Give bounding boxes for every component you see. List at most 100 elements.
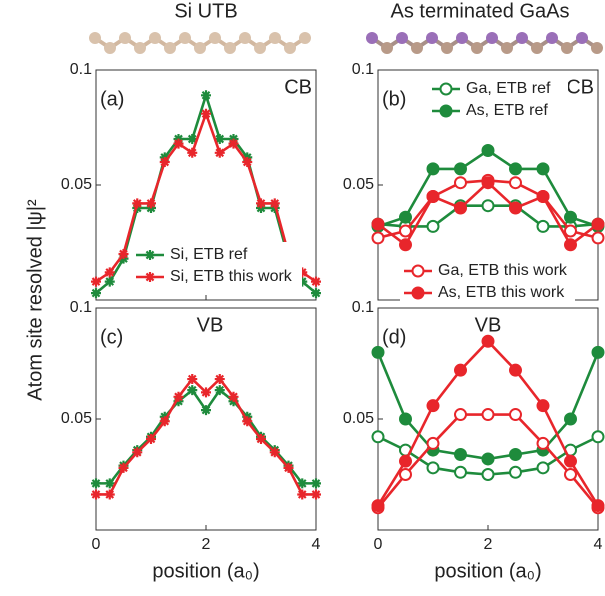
marker — [509, 363, 522, 377]
marker — [104, 489, 115, 500]
y-tick-label: 0.05 — [61, 410, 92, 427]
plot-frame — [95, 307, 317, 531]
si-chain-illustration — [89, 32, 311, 54]
marker — [214, 147, 225, 158]
x-axis-label: position (a₀) — [434, 560, 541, 582]
x-tick-label: 2 — [202, 536, 211, 553]
marker — [564, 454, 577, 468]
panel-annotation: VB — [197, 314, 224, 336]
legend-label: Si, ETB this work — [170, 268, 293, 285]
panel-annotation: VB — [475, 314, 502, 336]
panel-annotation: (d) — [382, 326, 406, 348]
marker — [145, 250, 155, 260]
y-tick-label: 0.05 — [61, 176, 92, 193]
marker — [536, 162, 550, 176]
marker — [481, 176, 495, 190]
marker — [509, 465, 522, 479]
marker — [256, 198, 266, 209]
marker — [214, 374, 225, 385]
marker — [256, 433, 266, 444]
marker — [146, 433, 156, 444]
marker — [201, 405, 211, 416]
marker — [132, 447, 143, 458]
panel-annotation: (a) — [100, 88, 124, 110]
marker — [564, 412, 577, 426]
marker — [159, 416, 170, 427]
marker — [91, 489, 101, 500]
y-tick-label: 0.1 — [70, 299, 92, 316]
marker — [242, 416, 253, 427]
marker — [399, 224, 412, 238]
marker — [481, 408, 495, 422]
column-title: As terminated GaAs — [391, 0, 570, 22]
marker — [481, 468, 495, 481]
marker — [371, 430, 385, 444]
marker — [426, 399, 440, 413]
marker — [145, 272, 155, 282]
marker — [91, 478, 101, 489]
marker — [509, 448, 522, 462]
marker — [536, 461, 550, 475]
marker — [91, 276, 101, 287]
marker — [564, 468, 577, 481]
marker — [201, 108, 211, 119]
panel-annotation: CB — [566, 76, 594, 98]
marker — [104, 276, 115, 287]
marker — [187, 374, 198, 385]
marker — [509, 176, 522, 190]
marker — [481, 144, 495, 157]
marker — [242, 157, 253, 167]
marker — [536, 219, 550, 233]
marker — [228, 138, 239, 149]
panel-annotation: (c) — [100, 326, 123, 348]
marker — [481, 334, 495, 348]
legend-label: As, ETB ref — [466, 102, 548, 119]
marker — [269, 198, 280, 209]
marker — [132, 198, 143, 209]
marker — [297, 267, 308, 278]
marker — [228, 391, 239, 402]
series-line — [96, 388, 316, 485]
legend-box — [132, 242, 302, 290]
marker — [118, 462, 129, 473]
marker — [454, 162, 467, 176]
marker — [591, 499, 605, 513]
panel-annotation: (b) — [382, 88, 406, 110]
legend-box — [400, 258, 575, 306]
marker — [536, 399, 550, 413]
marker — [454, 201, 467, 215]
marker — [454, 465, 467, 479]
marker — [426, 436, 440, 450]
x-tick-label: 4 — [594, 536, 603, 553]
marker — [591, 217, 605, 231]
x-tick-label: 0 — [374, 536, 383, 553]
y-tick-label: 0.1 — [352, 299, 374, 316]
marker — [201, 387, 211, 398]
marker — [371, 345, 385, 359]
marker — [509, 201, 522, 215]
marker — [454, 408, 467, 422]
marker — [426, 190, 440, 203]
marker — [399, 412, 412, 426]
marker — [297, 489, 308, 500]
panel-annotation: CB — [284, 76, 312, 98]
marker — [91, 288, 101, 299]
marker — [297, 276, 308, 287]
marker — [564, 224, 577, 238]
marker — [187, 147, 198, 158]
marker — [426, 461, 440, 475]
legend-label: Ga, ETB this work — [438, 262, 568, 279]
marker — [311, 288, 321, 299]
marker — [173, 138, 184, 149]
x-tick-label: 2 — [484, 536, 493, 553]
marker — [269, 447, 280, 458]
marker — [439, 82, 453, 96]
marker — [509, 408, 522, 422]
marker — [311, 478, 321, 489]
legend-box — [428, 76, 568, 124]
marker — [104, 267, 115, 278]
marker — [201, 90, 211, 101]
marker — [454, 363, 467, 377]
marker — [297, 478, 308, 489]
